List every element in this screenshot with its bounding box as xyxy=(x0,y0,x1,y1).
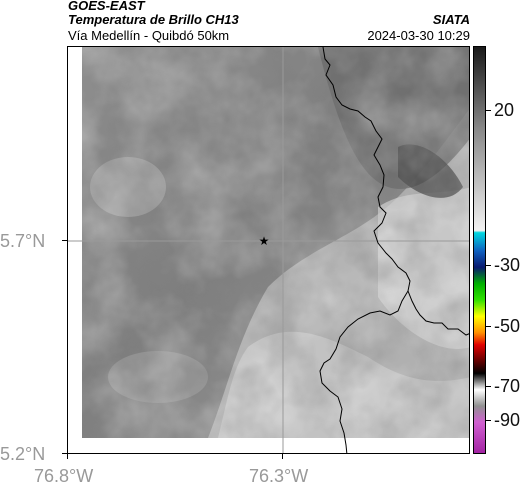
satellite-title: GOES-EAST xyxy=(68,0,145,13)
colorbar-label-minus50: -50 xyxy=(494,316,521,336)
product-title: Temperatura de Brillo CH13 xyxy=(68,12,239,27)
colorbar-tick xyxy=(486,386,491,387)
colorbar-label-minus70: -70 xyxy=(494,376,521,396)
datetime-label: 2024-03-30 10:29 xyxy=(367,28,470,43)
lat-label-5.2: 5.2°N xyxy=(0,444,46,464)
region-label: Vía Medellín - Quibdó 50km xyxy=(68,28,230,43)
boundary-line-east xyxy=(407,290,469,336)
lat-tick xyxy=(62,453,67,454)
colorbar-tick xyxy=(486,110,491,111)
satellite-map: ★ xyxy=(67,46,470,454)
lat-label-5.7: 5.7°N xyxy=(0,231,46,251)
colorbar-label-minus30: -30 xyxy=(494,255,521,275)
colorbar-label-minus90: -90 xyxy=(494,410,521,430)
lat-tick xyxy=(62,240,67,241)
brightness-temperature-image xyxy=(82,47,469,438)
lon-label-76.8: 76.8°W xyxy=(34,466,94,486)
lon-tick xyxy=(282,454,283,459)
boundary-line xyxy=(319,47,411,453)
location-star-icon: ★ xyxy=(259,234,270,248)
colorbar-tick xyxy=(486,420,491,421)
colorbar-label-20: 20 xyxy=(494,100,515,120)
lon-label-76.3: 76.3°W xyxy=(249,466,309,486)
colorbar-tick xyxy=(486,265,491,266)
colorbar xyxy=(473,46,486,454)
source-label: SIATA xyxy=(432,12,470,27)
lon-tick xyxy=(67,454,68,459)
colorbar-tick xyxy=(486,326,491,327)
